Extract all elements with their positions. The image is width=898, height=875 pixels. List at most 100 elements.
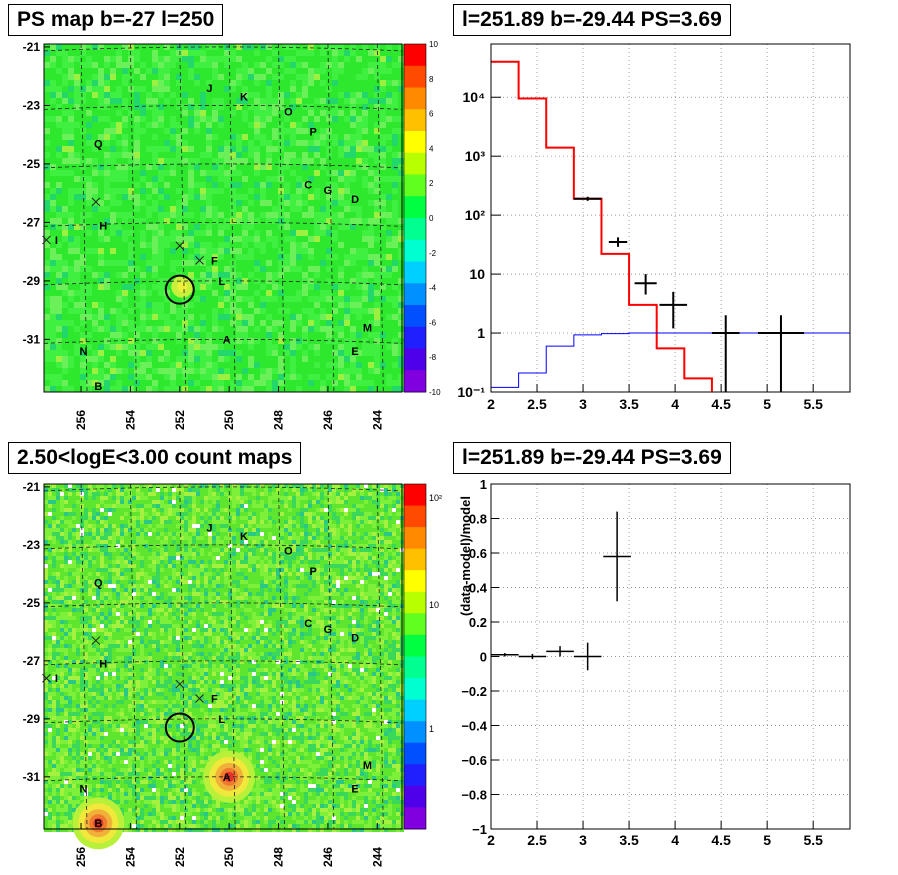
map-pixel — [212, 212, 218, 218]
map-pixel — [232, 544, 236, 548]
map-pixel — [188, 152, 194, 158]
map-pixel — [242, 140, 248, 146]
map-pixel — [398, 122, 404, 128]
map-pixel — [56, 62, 62, 68]
map-pixel — [120, 488, 124, 492]
map-pixel — [338, 284, 344, 290]
map-pixel — [368, 254, 374, 260]
map-pixel — [110, 338, 116, 344]
map-pixel — [344, 188, 350, 194]
map-pixel — [74, 206, 80, 212]
map-pixel — [344, 296, 350, 302]
map-pixel — [304, 492, 308, 496]
map-pixel — [182, 362, 188, 368]
map-pixel — [388, 536, 392, 540]
map-pixel — [68, 308, 74, 314]
map-pixel — [336, 488, 340, 492]
map-pixel — [52, 492, 56, 496]
map-pixel — [260, 200, 266, 206]
map-pixel — [56, 500, 60, 504]
map-pixel — [396, 540, 400, 544]
map-pixel — [86, 374, 92, 380]
map-pixel — [146, 80, 152, 86]
map-pixel — [158, 314, 164, 320]
map-pixel — [372, 532, 376, 536]
map-pixel — [218, 272, 224, 278]
map-pixel — [302, 176, 308, 182]
map-pixel — [326, 266, 332, 272]
map-pixel — [128, 176, 134, 182]
map-pixel — [368, 80, 374, 86]
map-pixel — [374, 356, 380, 362]
map-pixel — [134, 68, 140, 74]
map-pixel — [392, 134, 398, 140]
map-pixel — [140, 170, 146, 176]
map-pixel — [284, 524, 288, 528]
map-pixel — [326, 368, 332, 374]
map-pixel — [374, 56, 380, 62]
map-pixel — [236, 314, 242, 320]
map-pixel — [44, 164, 50, 170]
map-pixel — [240, 524, 244, 528]
map-pixel — [296, 92, 302, 98]
map-pixel — [152, 266, 158, 272]
map-pixel — [80, 68, 86, 74]
map-pixel — [164, 188, 170, 194]
map-pixel — [326, 80, 332, 86]
map-pixel — [350, 266, 356, 272]
map-pixel — [206, 110, 212, 116]
map-pixel — [170, 296, 176, 302]
map-pixel — [216, 496, 220, 500]
map-pixel — [64, 496, 68, 500]
map-pixel — [68, 278, 74, 284]
map-pixel — [236, 284, 242, 290]
map-pixel — [146, 164, 152, 170]
map-pixel — [208, 524, 212, 528]
map-pixel — [320, 152, 326, 158]
map-pixel — [392, 146, 398, 152]
map-pixel — [236, 104, 242, 110]
map-pixel — [356, 116, 362, 122]
map-pixel — [80, 212, 86, 218]
map-pixel — [44, 74, 50, 80]
map-pixel — [164, 74, 170, 80]
map-pixel — [396, 512, 400, 516]
map-pixel — [292, 488, 296, 492]
map-pixel — [98, 278, 104, 284]
map-pixel — [268, 532, 272, 536]
map-pixel — [254, 188, 260, 194]
map-pixel — [280, 484, 284, 488]
map-pixel — [184, 488, 188, 492]
map-pixel — [144, 524, 148, 528]
source-label: C — [304, 179, 312, 191]
map-pixel — [338, 176, 344, 182]
map-pixel — [172, 504, 176, 508]
map-pixel — [192, 488, 196, 492]
map-pixel — [110, 356, 116, 362]
map-pixel — [60, 512, 64, 516]
map-pixel — [302, 272, 308, 278]
map-pixel — [296, 356, 302, 362]
map-pixel — [256, 532, 260, 536]
map-pixel — [320, 512, 324, 516]
map-pixel — [278, 380, 284, 386]
map-pixel — [50, 86, 56, 92]
map-pixel — [86, 122, 92, 128]
map-pixel — [48, 500, 52, 504]
map-pixel — [176, 68, 182, 74]
map-pixel — [254, 386, 260, 392]
map-pixel — [122, 320, 128, 326]
map-pixel — [62, 296, 68, 302]
map-pixel — [272, 374, 278, 380]
map-pixel — [326, 134, 332, 140]
map-pixel — [296, 218, 302, 224]
map-pixel — [212, 218, 218, 224]
map-pixel — [392, 188, 398, 194]
map-pixel — [348, 528, 352, 532]
map-pixel — [356, 488, 360, 492]
map-pixel — [206, 386, 212, 392]
map-pixel — [392, 44, 398, 50]
map-pixel — [228, 504, 232, 508]
map-pixel — [266, 98, 272, 104]
map-pixel — [312, 516, 316, 520]
